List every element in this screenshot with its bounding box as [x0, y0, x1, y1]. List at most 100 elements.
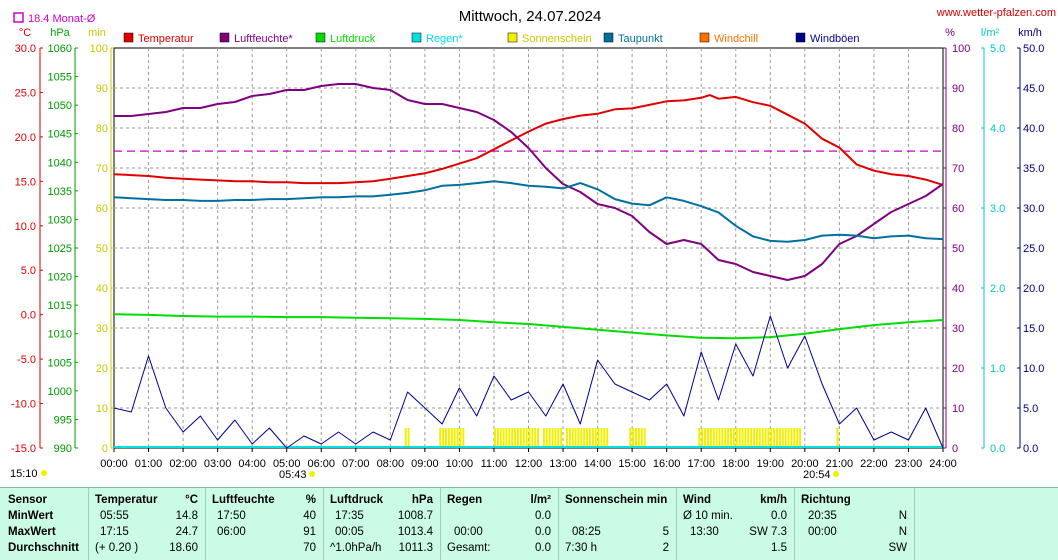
- rain-tick-label: 0.0: [990, 443, 1005, 455]
- sun-tick-label: 20: [96, 363, 108, 375]
- stats-dir-avg-val: SW: [888, 542, 907, 554]
- stats-col-sensor: Sensor MinWert MaxWert Durchschnitt: [0, 488, 89, 560]
- pressure-tick-label: 1010: [48, 329, 72, 341]
- rain-tick-label: 1.0: [990, 363, 1005, 375]
- legend-swatch: [699, 32, 710, 43]
- sunshine-bar: [554, 428, 557, 448]
- legend-label: Windchill: [714, 33, 758, 45]
- temp-tick-label: 20.0: [15, 132, 36, 144]
- pressure-tick-label: 1030: [48, 214, 72, 226]
- sunshine-bar: [632, 428, 635, 448]
- legend-label: Luftdruck: [330, 33, 376, 45]
- stats-col-pressure: Luftdruck hPa 17:35 1008.7 00:05 1013.4 …: [323, 488, 441, 560]
- humidity-tick-label: 0: [952, 443, 958, 455]
- pressure-tick-label: 1055: [48, 72, 72, 84]
- sunshine-bar: [799, 428, 802, 448]
- sunshine-bar: [727, 428, 730, 448]
- sun-icon: [41, 470, 47, 476]
- sunshine-bar: [709, 428, 712, 448]
- rain-tick-label: 3.0: [990, 203, 1005, 215]
- humidity-tick-label: 100: [952, 43, 970, 55]
- x-tick-label: 21:00: [826, 458, 854, 470]
- stats-col-humidity: Luftfeuchte % 17:50 40 06:00 91 70: [205, 488, 324, 560]
- stats-rain-max-time: 00:00: [454, 526, 483, 538]
- legend-label: Taupunkt: [618, 33, 663, 45]
- sunshine-bar: [568, 428, 571, 448]
- x-tick-label: 16:00: [653, 458, 681, 470]
- stats-wind-min-val: 0.0: [771, 510, 787, 522]
- sunshine-bar: [600, 428, 603, 448]
- stats-press-min-time: 17:35: [335, 510, 364, 522]
- sunshine-bar: [514, 428, 517, 448]
- stats-temp-avg-val: 18.60: [169, 542, 198, 554]
- chart-axes: 00:00 01:00 02:00 03:00 04:00 05:00 06:00 07:00…: [11, 43, 1045, 470]
- sunshine-bar: [442, 428, 445, 448]
- stats-wind-min-note: Ø 10 min.: [683, 510, 733, 522]
- x-tick-label: 00:00: [100, 458, 128, 470]
- stats-press-unit: hPa: [411, 494, 433, 506]
- sunshine-bar: [505, 428, 508, 448]
- humidity-tick-label: 30: [952, 323, 964, 335]
- pressure-tick-label: 1020: [48, 272, 72, 284]
- sunshine-bar: [735, 428, 738, 448]
- stats-press-avg-note: ^1.0hPa/h: [330, 542, 382, 554]
- sunshine-bar: [519, 428, 522, 448]
- x-tick-label: 03:00: [204, 458, 232, 470]
- sunshine-bar: [790, 428, 793, 448]
- rain-tick-label: 2.0: [990, 283, 1005, 295]
- pressure-tick-label: 1060: [48, 43, 72, 55]
- humidity-tick-label: 80: [952, 123, 964, 135]
- sunshine-bar: [603, 428, 606, 448]
- sunshine-bar: [557, 428, 560, 448]
- site-link[interactable]: www.wetter-pfalzen.com: [936, 7, 1056, 19]
- sunshine-bar: [773, 428, 776, 448]
- stats-sun-title: Sonnenschein min: [565, 494, 668, 506]
- sunshine-bar: [577, 428, 580, 448]
- sunshine-bar: [744, 428, 747, 448]
- legend-label: Temperatur: [138, 33, 194, 45]
- sunshine-bar: [764, 428, 767, 448]
- sunshine-bar: [729, 428, 732, 448]
- x-tick-label: 19:00: [757, 458, 785, 470]
- sunrise-time: 05:43: [279, 469, 307, 481]
- stats-temp-min-val: 14.8: [175, 510, 198, 522]
- stats-temp-min-time: 05:55: [100, 510, 129, 522]
- legend-swatch: [123, 32, 134, 43]
- sunshine-bar: [511, 428, 514, 448]
- x-tick-label: 10:00: [446, 458, 474, 470]
- pressure-tick-label: 995: [54, 414, 72, 426]
- rain-tick-label: 4.0: [990, 123, 1005, 135]
- legend-swatch: [315, 32, 326, 43]
- sunshine-bar: [767, 428, 770, 448]
- sunshine-bar: [637, 428, 640, 448]
- temp-tick-label: 30.0: [15, 43, 36, 55]
- sunshine-bar: [534, 428, 537, 448]
- stats-hum-min-time: 17:50: [217, 510, 246, 522]
- x-tick-label: 01:00: [135, 458, 163, 470]
- stats-col-dir: Richtung 20:35 N 00:00 N SW: [794, 488, 915, 560]
- sunshine-bar: [781, 428, 784, 448]
- sunshine-bar: [704, 428, 707, 448]
- sunshine-bar: [778, 428, 781, 448]
- sunshine-bar: [542, 428, 545, 448]
- x-tick-label: 13:00: [549, 458, 577, 470]
- stats-hum-max-val: 91: [303, 526, 316, 538]
- wind-tick-label: 5.0: [1023, 403, 1038, 415]
- wind-tick-label: 40.0: [1023, 123, 1044, 135]
- sunshine-bar: [640, 428, 643, 448]
- temp-tick-label: -10.0: [11, 399, 36, 411]
- sunshine-bar: [462, 428, 465, 448]
- sunshine-bar: [522, 428, 525, 448]
- sunshine-bar: [753, 428, 756, 448]
- legend-label: Sonnenschein: [522, 33, 592, 45]
- monthly-avg-icon: [13, 12, 24, 23]
- x-tick-label: 14:00: [584, 458, 612, 470]
- stats-rain-unit: l/m²: [530, 494, 551, 506]
- sunshine-bar: [591, 428, 594, 448]
- pressure-tick-label: 1040: [48, 157, 72, 169]
- stats-press-title: Luftdruck: [330, 494, 384, 506]
- pressure-tick-label: 1045: [48, 129, 72, 141]
- pressure-tick-label: 990: [54, 443, 72, 455]
- sunshine-bar: [738, 428, 741, 448]
- x-tick-label: 12:00: [515, 458, 543, 470]
